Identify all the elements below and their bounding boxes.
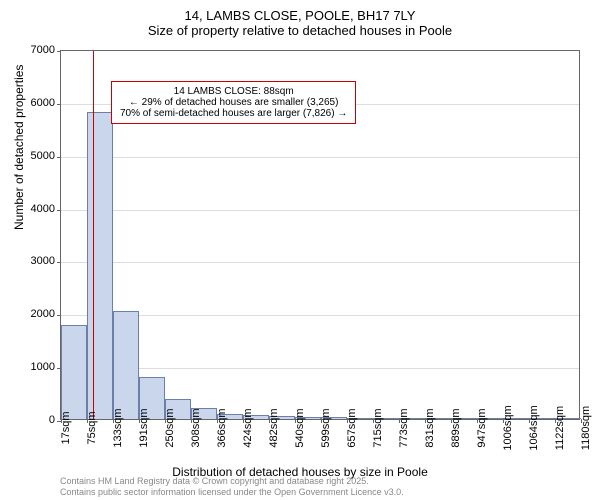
x-tick-label: 540sqm (294, 408, 306, 447)
x-tick-label: 133sqm (112, 408, 124, 447)
x-tick-label: 947sqm (476, 408, 488, 447)
plot-region: 14 LAMBS CLOSE: 88sqm← 29% of detached h… (60, 50, 580, 420)
annotation-line-3: 70% of semi-detached houses are larger (… (120, 108, 347, 119)
footer-line-1: Contains HM Land Registry data © Crown c… (60, 476, 404, 487)
histogram-bar (113, 311, 139, 419)
y-tick-mark (57, 210, 61, 211)
y-tick-mark (57, 104, 61, 105)
x-tick-label: 75sqm (86, 411, 98, 444)
x-tick-label: 482sqm (268, 408, 280, 447)
x-tick-label: 191sqm (138, 408, 150, 447)
x-tick-label: 424sqm (242, 408, 254, 447)
x-tick-label: 1180sqm (580, 406, 592, 450)
y-tick-label: 1000 (31, 361, 55, 373)
footer-line-2: Contains public sector information licen… (60, 487, 404, 498)
x-tick-label: 657sqm (346, 408, 358, 447)
y-tick-mark (57, 262, 61, 263)
x-tick-label: 889sqm (450, 408, 462, 447)
x-tick-label: 599sqm (320, 408, 332, 447)
grid-line (61, 157, 579, 158)
y-tick-mark (57, 51, 61, 52)
annotation-line-1: 14 LAMBS CLOSE: 88sqm (120, 86, 347, 97)
histogram-bar (61, 325, 87, 419)
y-tick-label: 4000 (31, 203, 55, 215)
x-tick-label: 831sqm (424, 408, 436, 447)
property-marker-line (93, 51, 94, 419)
x-tick-label: 773sqm (398, 408, 410, 447)
y-tick-label: 6000 (31, 97, 55, 109)
y-tick-label: 3000 (31, 255, 55, 267)
y-tick-label: 2000 (31, 308, 55, 320)
chart-subtitle: Size of property relative to detached ho… (0, 23, 600, 42)
chart-title: 14, LAMBS CLOSE, POOLE, BH17 7LY (0, 0, 600, 23)
x-tick-label: 1064sqm (528, 405, 540, 450)
y-tick-label: 0 (49, 414, 55, 426)
annotation-box: 14 LAMBS CLOSE: 88sqm← 29% of detached h… (111, 81, 356, 124)
y-tick-label: 5000 (31, 150, 55, 162)
y-tick-label: 7000 (31, 44, 55, 56)
chart-area: 14 LAMBS CLOSE: 88sqm← 29% of detached h… (60, 50, 580, 420)
x-tick-label: 250sqm (164, 408, 176, 447)
y-axis-label: Number of detached properties (12, 65, 26, 230)
footer-attribution: Contains HM Land Registry data © Crown c… (60, 476, 404, 498)
x-tick-label: 1006sqm (502, 405, 514, 450)
x-tick-label: 17sqm (60, 411, 72, 444)
x-tick-label: 366sqm (216, 408, 228, 447)
y-tick-mark (57, 315, 61, 316)
grid-line (61, 262, 579, 263)
grid-line (61, 210, 579, 211)
y-tick-mark (57, 157, 61, 158)
x-tick-label: 715sqm (372, 408, 384, 447)
annotation-line-2: ← 29% of detached houses are smaller (3,… (120, 97, 347, 108)
x-tick-label: 308sqm (190, 408, 202, 447)
histogram-bar (87, 112, 113, 419)
x-tick-label: 1122sqm (554, 406, 566, 450)
